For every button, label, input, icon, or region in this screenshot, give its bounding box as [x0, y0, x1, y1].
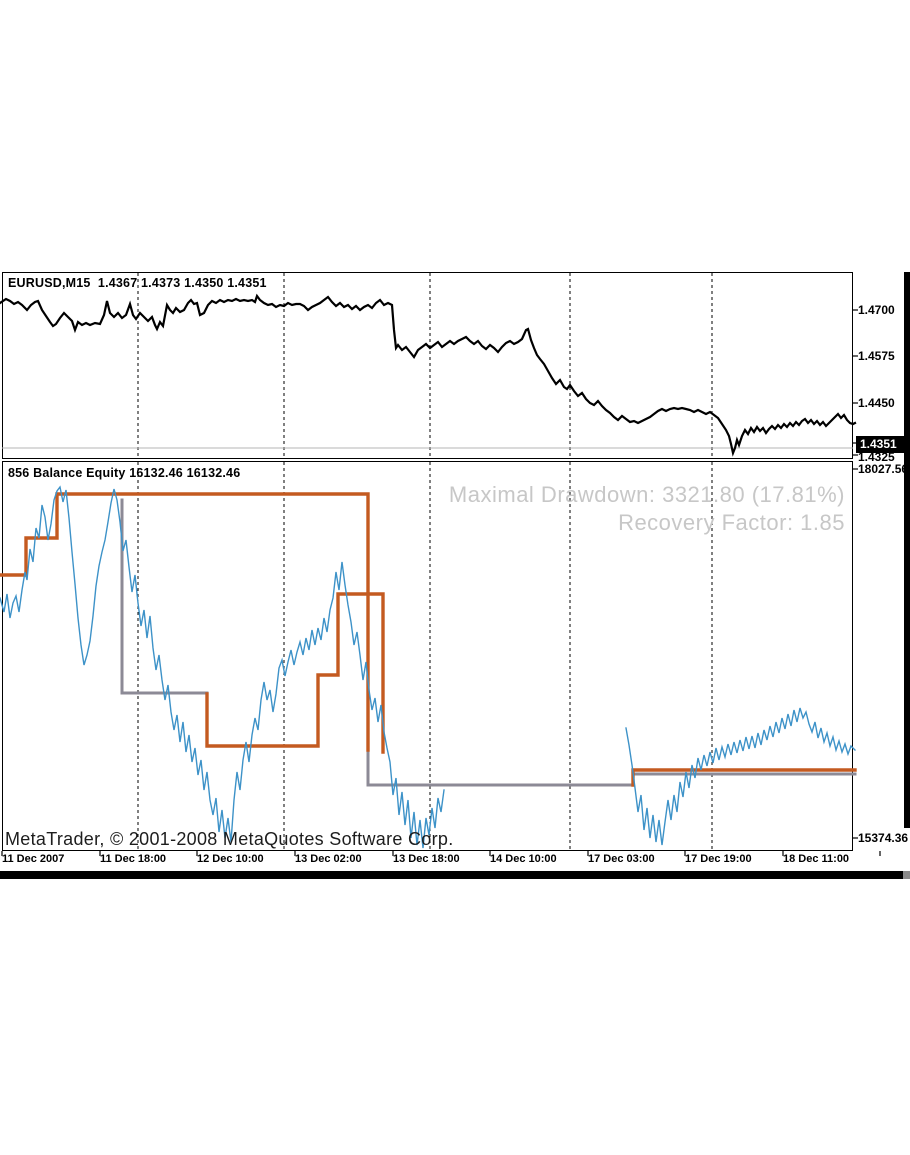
watermark-drawdown: Maximal Drawdown: 3321.80 (17.81%)	[448, 482, 845, 507]
bottom-edge-bar-tail	[903, 871, 910, 879]
watermark-recovery: Recovery Factor: 1.85	[618, 510, 845, 535]
time-axis-label: 17 Dec 19:00	[685, 853, 752, 865]
price-chart-plot[interactable]	[2, 272, 853, 459]
price-axis-label: 1.4450	[858, 396, 895, 410]
price-chart-header: EURUSD,M15 1.4367 1.4373 1.4350 1.4351	[8, 276, 267, 290]
balance-chart-header: 856 Balance Equity 16132.46 16132.46	[8, 466, 241, 480]
price-axis-label: 1.4575	[858, 349, 895, 363]
time-axis-label: 13 Dec 02:00	[295, 853, 362, 865]
current-price-box: 1.4351	[856, 436, 909, 453]
metatrader-copyright: MetaTrader, © 2001-2008 MetaQuotes Softw…	[5, 829, 454, 849]
time-axis-label: 18 Dec 11:00	[783, 853, 850, 865]
bottom-edge-bar	[0, 871, 903, 879]
time-axis-label: 17 Dec 03:00	[588, 853, 655, 865]
price-axis-label: 1.4700	[858, 303, 895, 317]
time-axis-label: 12 Dec 10:00	[197, 853, 264, 865]
time-axis-label: 13 Dec 18:00	[393, 853, 460, 865]
price-axis-label: 18027.56	[858, 462, 909, 476]
price-axis-label: 15374.36	[858, 831, 909, 845]
time-axis[interactable]: 11 Dec 2007 11 Dec 18:00 12 Dec 10:00 13 De…	[0, 853, 910, 869]
time-axis-label: 14 Dec 10:00	[490, 853, 557, 865]
time-axis-label: 11 Dec 2007	[2, 853, 65, 865]
right-edge-bar	[904, 272, 910, 828]
time-axis-label: 11 Dec 18:00	[100, 853, 167, 865]
